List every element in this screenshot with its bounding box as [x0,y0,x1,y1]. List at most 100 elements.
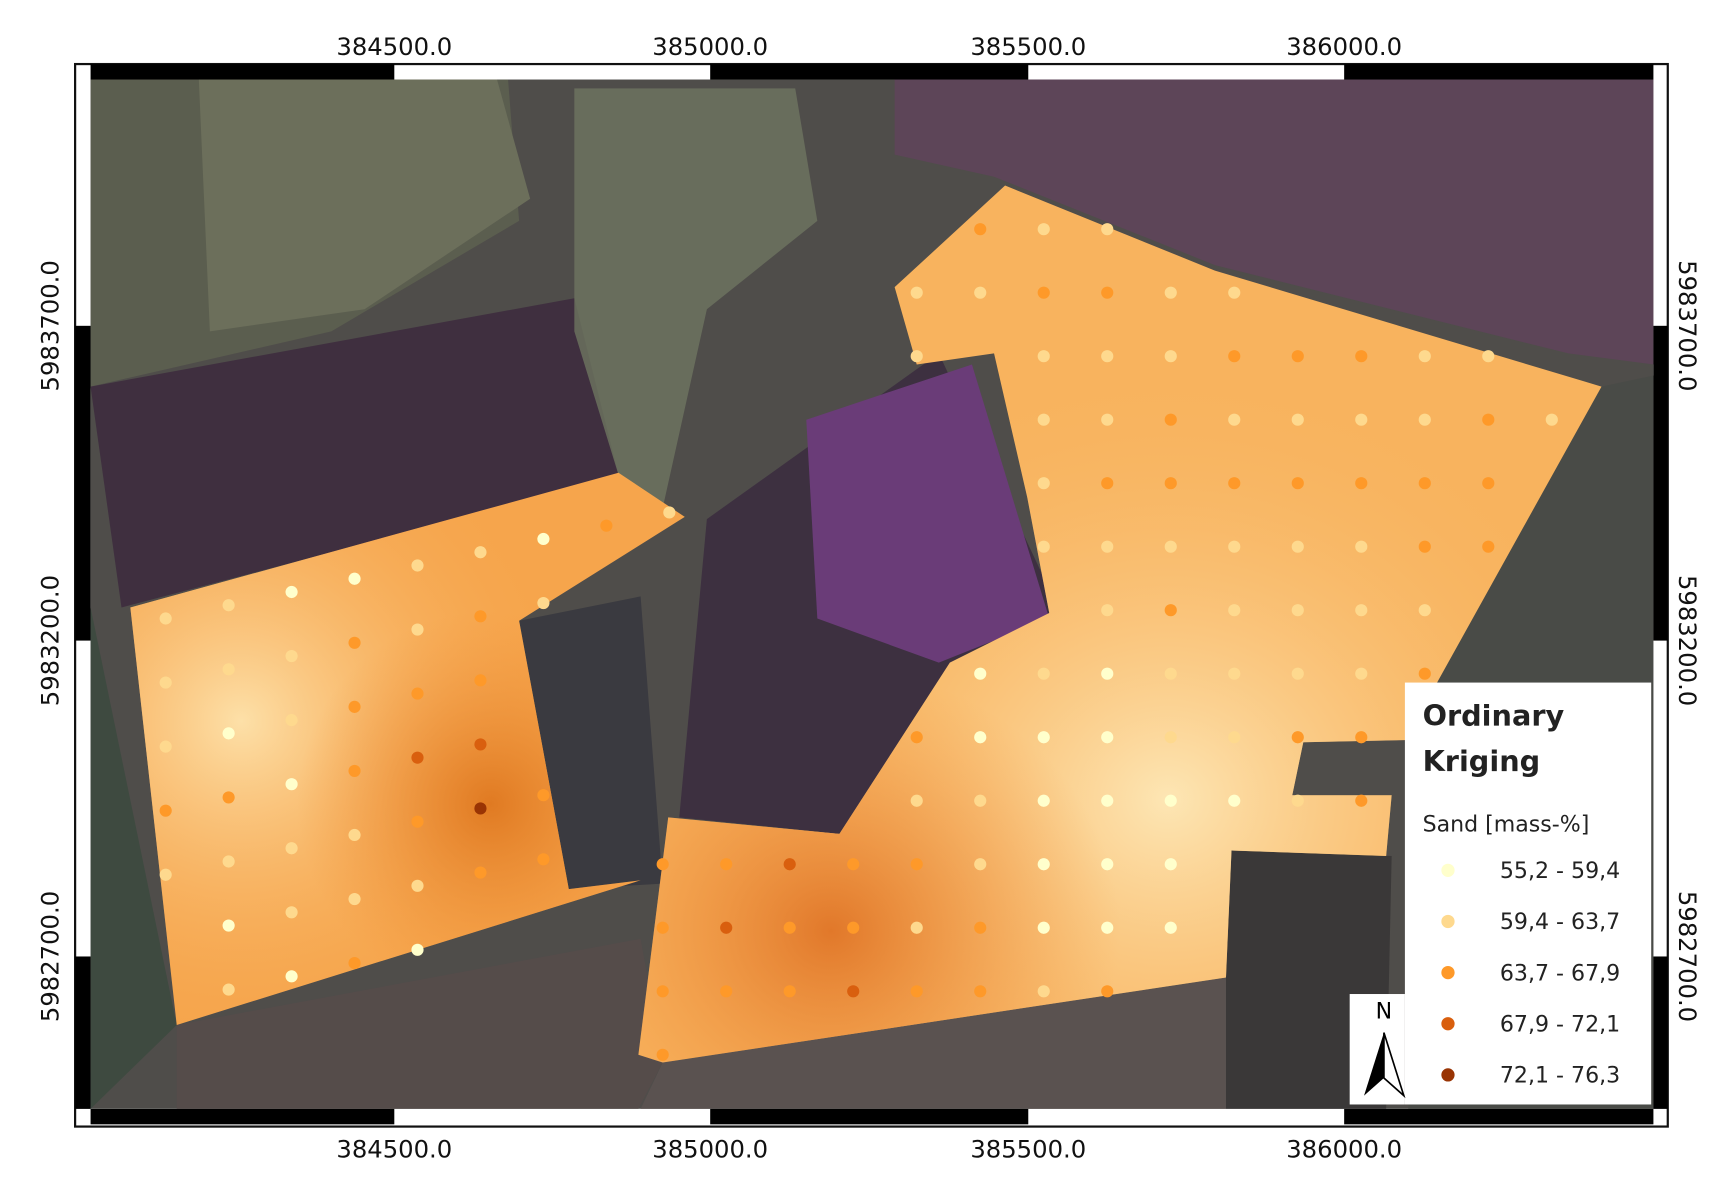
sample-point [1037,731,1050,744]
sample-point [1355,477,1368,490]
sample-point [159,612,172,625]
y-tick-label: 5982700.0 [36,891,65,1022]
sample-point [1418,477,1431,490]
north-label: N [1376,999,1393,1024]
sample-point [1101,604,1114,617]
sample-point [411,751,424,764]
sample-point [159,740,172,753]
sample-point [474,674,487,687]
sample-point [847,985,860,998]
sample-point [1228,667,1241,680]
sample-point [1164,350,1177,363]
sample-point [1037,985,1050,998]
sample-point [1101,921,1114,934]
sample-point [222,599,235,612]
sample-point [1101,794,1114,807]
sample-point [1291,667,1304,680]
sample-point [600,519,613,532]
legend-swatch [1441,1068,1455,1082]
sample-point [222,663,235,676]
sample-point [1164,286,1177,299]
legend-swatch [1441,863,1455,877]
sample-point [974,858,987,871]
sample-point [1037,667,1050,680]
sample-point [474,738,487,751]
sample-point [1291,731,1304,744]
sample-point [537,596,550,610]
sample-point [1037,286,1050,299]
sample-point [1164,794,1177,807]
sample-point [1228,350,1241,363]
y-tick-label: 5982700.0 [1673,891,1702,1022]
sample-point [285,842,298,855]
sample-point [411,623,424,636]
sample-point [1037,794,1050,807]
sample-point [285,649,298,663]
sample-point [537,853,550,866]
sample-point [1228,731,1241,744]
sample-point [1037,223,1050,236]
sample-point [974,731,987,744]
x-tick-label: 385000.0 [652,32,768,61]
sample-point [783,985,796,998]
sample-point [1291,413,1304,426]
sample-point [1418,413,1431,426]
sample-point [285,714,298,727]
sample-point [222,919,235,932]
y-tick-label: 5983700.0 [36,260,65,391]
sample-point [1418,540,1431,553]
sample-point [1228,794,1241,807]
legend-swatch [1441,1017,1455,1031]
sample-point [285,778,298,791]
x-tick-label: 385500.0 [970,1134,1086,1163]
legend-label: 72,1 - 76,3 [1500,1064,1620,1089]
sample-point [1291,477,1304,490]
sample-point [1418,604,1431,617]
sample-point [348,764,361,777]
sample-point [1291,604,1304,617]
sample-point [1164,731,1177,744]
sample-point [348,700,361,713]
sample-point [159,804,172,817]
sample-point [1101,477,1114,490]
sample-point [783,858,796,871]
y-tick-label: 5983700.0 [1673,260,1702,391]
sample-point [1101,286,1114,299]
sample-point [1482,477,1495,490]
legend-label: 55,2 - 59,4 [1500,859,1620,884]
sample-point [537,789,550,802]
sample-point [910,858,923,871]
sample-point [910,794,923,807]
sample-point [1101,731,1114,744]
sample-point [474,802,487,815]
sample-point [910,921,923,934]
sample-point [285,970,298,983]
sample-point [1355,667,1368,680]
sample-point [974,223,987,236]
sample-point [1101,350,1114,363]
sample-point [1164,477,1177,490]
sample-point [474,546,487,559]
kriging-surface [130,185,1602,1063]
legend-swatch [1441,965,1455,980]
sample-point [1355,794,1368,807]
sample-point [285,906,298,919]
legend-label: 59,4 - 63,7 [1500,910,1620,935]
sample-point [1037,413,1050,426]
sample-point [1101,667,1114,680]
sample-point [783,921,796,934]
sample-point [1101,413,1114,426]
sample-point [1037,858,1050,871]
graticule-border [75,64,1668,1125]
sample-point [348,572,361,585]
sample-point [1355,350,1368,363]
x-tick-label: 385500.0 [970,32,1086,61]
sample-point [348,828,361,842]
legend-items: 55,2 - 59,4 59,4 - 63,7 63,7 - 67,9 67,9 - … [1441,859,1620,1089]
sample-point [1164,604,1177,617]
sample-point [1101,223,1114,236]
sample-point [720,858,733,871]
sample-point [474,866,487,879]
sample-point [411,943,424,956]
sample-point [974,794,987,807]
